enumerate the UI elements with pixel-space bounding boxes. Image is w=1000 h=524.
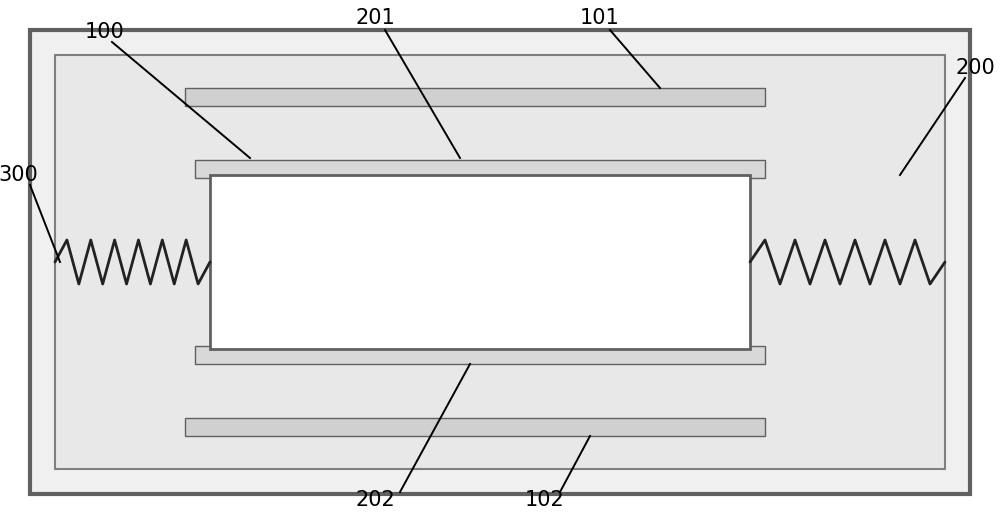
Bar xyxy=(55,55,945,469)
Text: 102: 102 xyxy=(525,490,565,510)
Bar xyxy=(30,30,970,494)
Bar xyxy=(185,418,765,436)
Text: 100: 100 xyxy=(85,22,125,42)
Bar xyxy=(195,346,765,364)
Text: 300: 300 xyxy=(0,165,38,185)
Text: 200: 200 xyxy=(955,58,995,78)
Bar xyxy=(185,88,765,106)
Bar xyxy=(195,160,765,178)
Bar xyxy=(210,175,750,349)
Text: 101: 101 xyxy=(580,8,620,28)
Text: 202: 202 xyxy=(355,490,395,510)
Text: 201: 201 xyxy=(355,8,395,28)
